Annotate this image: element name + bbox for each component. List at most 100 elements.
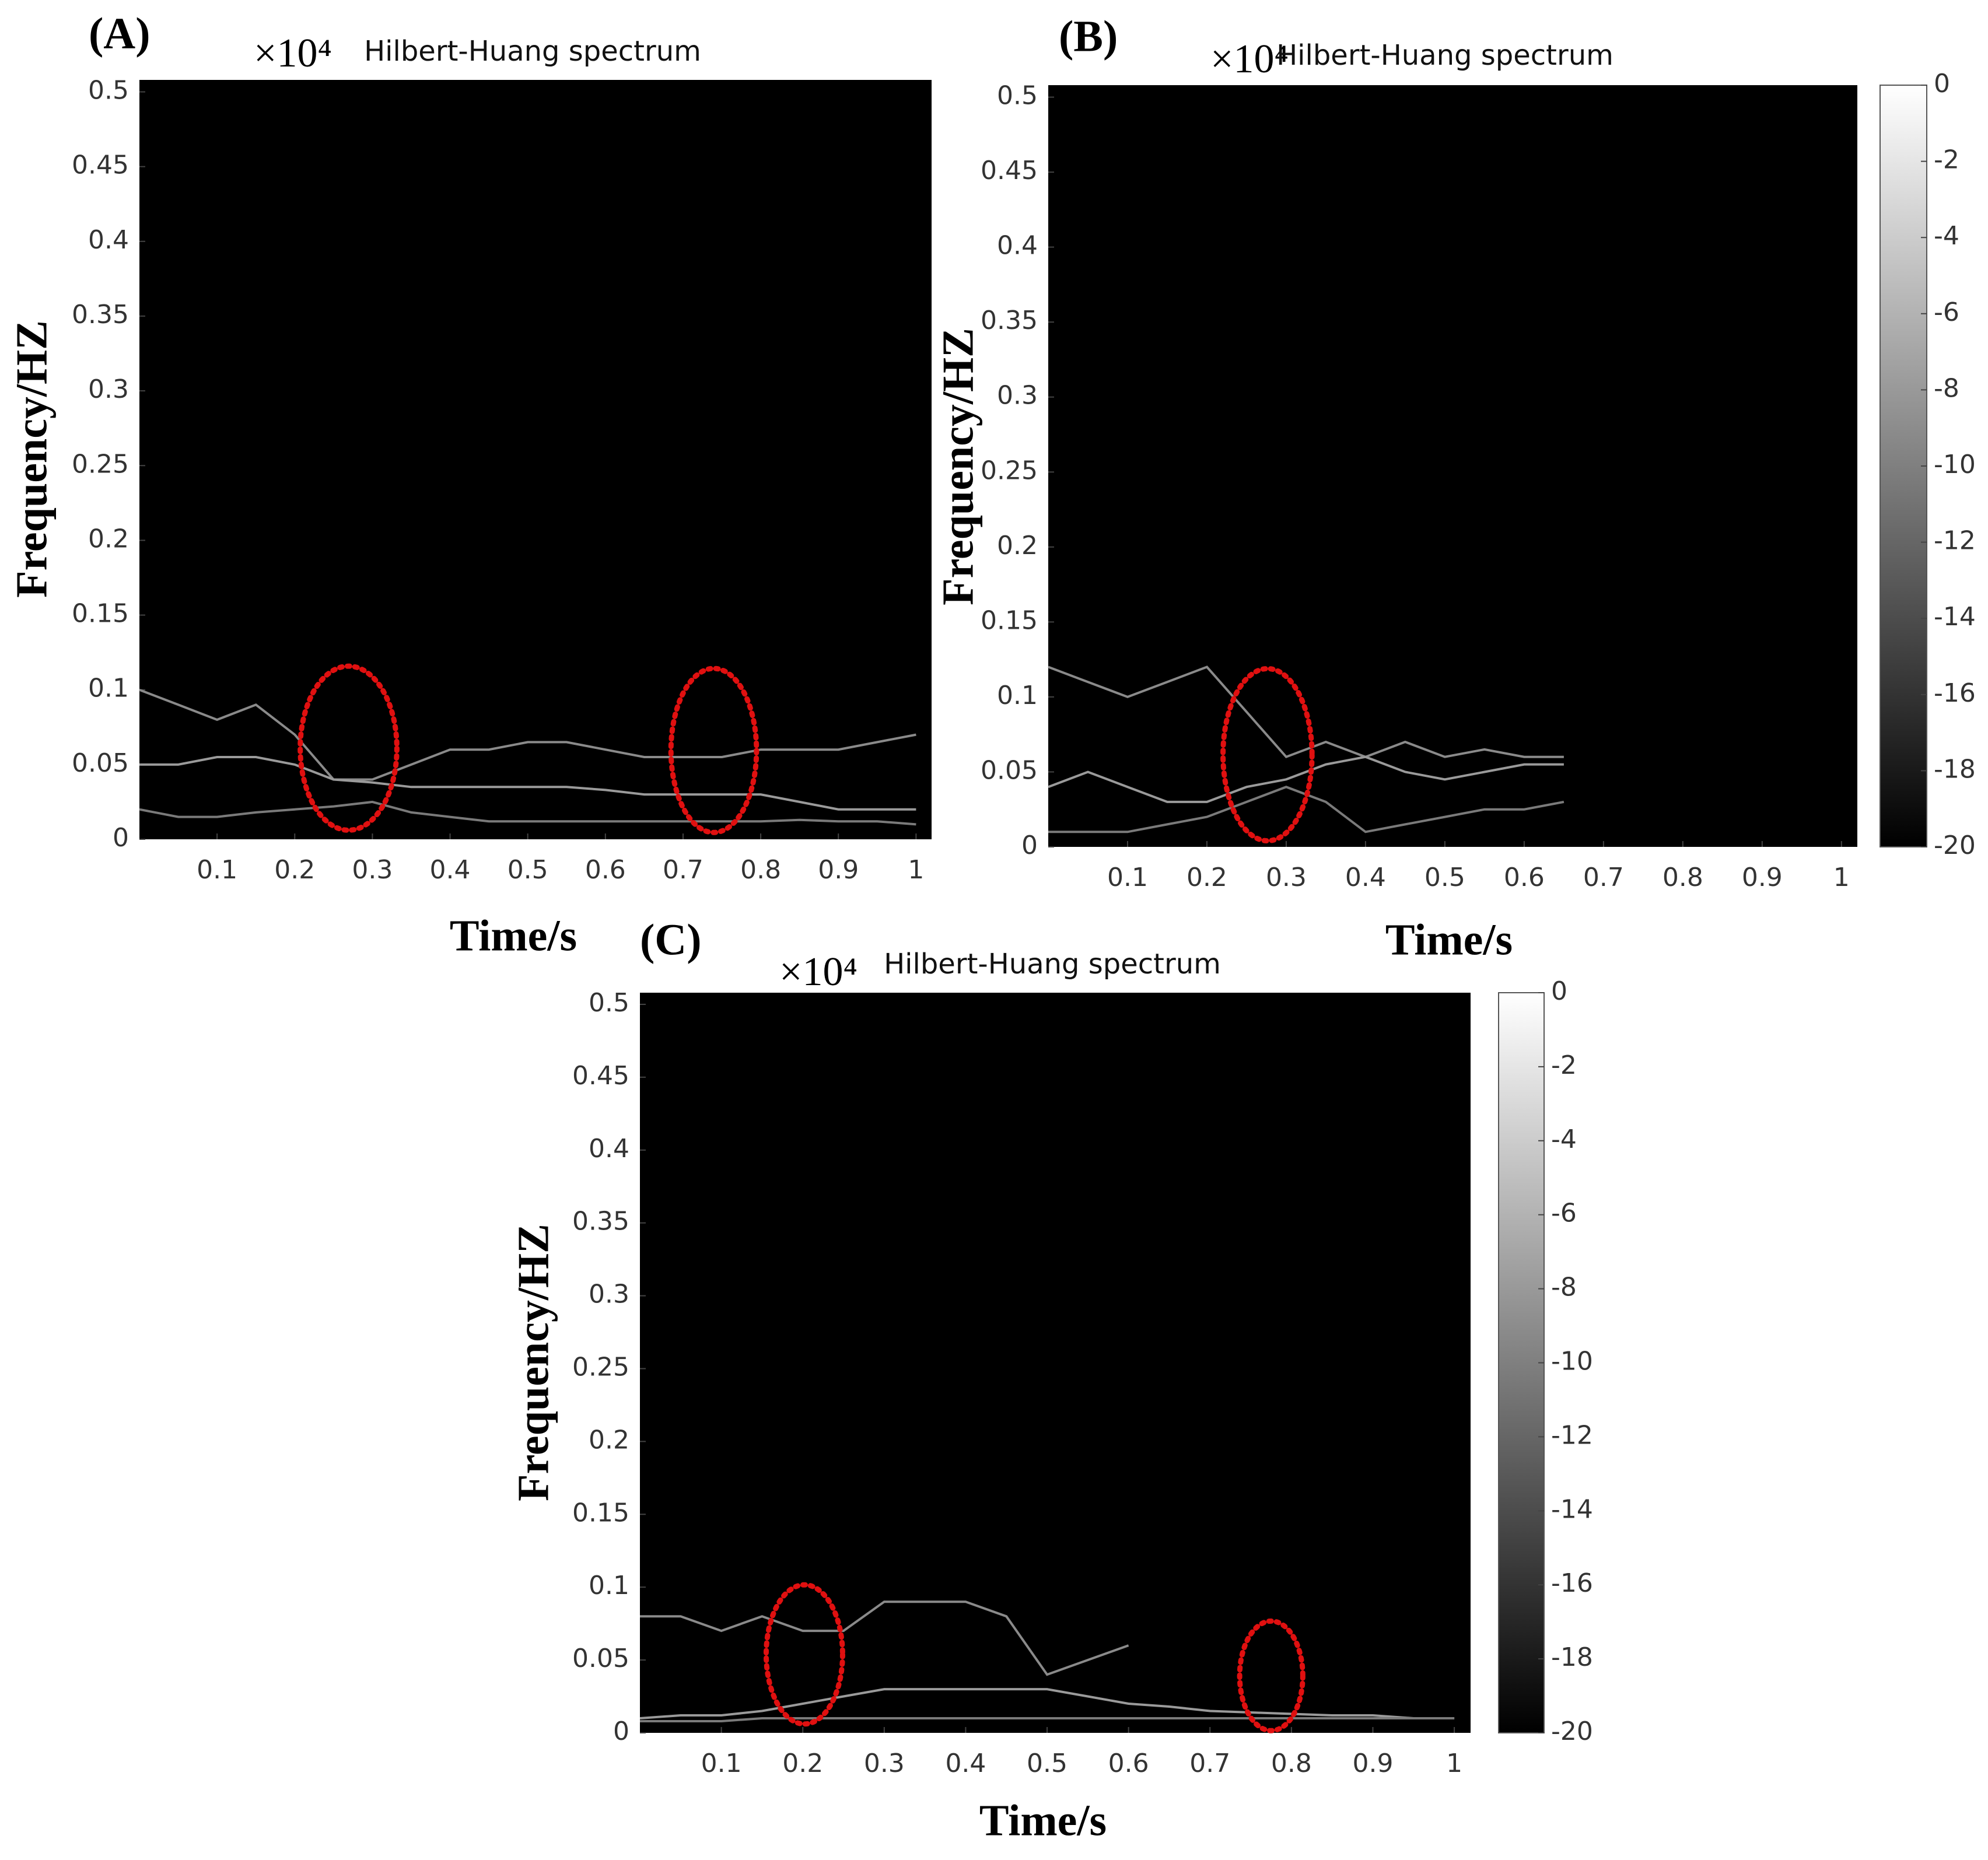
plot-area xyxy=(640,993,1471,1733)
y-tick-label: 0.45 xyxy=(72,150,129,180)
colorbar-tick-label: -10 xyxy=(1551,1347,1593,1376)
colorbar-tick-label: -14 xyxy=(1934,602,1976,632)
x-tick-label: 1 xyxy=(908,855,924,885)
colorbar-tick-label: -2 xyxy=(1551,1050,1577,1080)
x-tick-label: 0.5 xyxy=(508,855,548,885)
colorbar-tick-label: -16 xyxy=(1934,678,1976,708)
ridge-line xyxy=(139,688,916,781)
plot-area xyxy=(139,80,932,839)
highlight-ellipse xyxy=(668,665,760,835)
y-tick-label: 0.25 xyxy=(72,449,129,479)
chart-title: Hilbert-Huang spectrum xyxy=(364,35,701,68)
highlight-ellipse xyxy=(298,663,400,833)
x-tick-label: 0.9 xyxy=(1352,1749,1393,1778)
colorbar-tick-label: -12 xyxy=(1551,1420,1593,1450)
colorbar xyxy=(1498,992,1545,1733)
x-tick-label: 0.3 xyxy=(1266,863,1307,892)
y-tick-label: 0.05 xyxy=(572,1644,629,1673)
y-tick-label: 0.1 xyxy=(589,1571,629,1600)
x-tick-label: 0.3 xyxy=(352,855,393,885)
x-tick-label: 0.2 xyxy=(782,1749,823,1778)
y-tick-label: 0.25 xyxy=(981,456,1038,485)
ridge-line xyxy=(640,1600,1129,1676)
highlight-ellipse xyxy=(1237,1618,1306,1733)
x-tick-label: 0.1 xyxy=(197,855,237,885)
x-tick-label: 0.8 xyxy=(740,855,781,885)
ridge-line xyxy=(139,756,916,811)
colorbar-tick-label: 0 xyxy=(1551,976,1567,1006)
x-tick-label: 0.4 xyxy=(945,1749,986,1778)
y-tick-label: 0 xyxy=(113,823,129,853)
x-tick-label: 0.1 xyxy=(1107,863,1148,892)
x-tick-label: 0.7 xyxy=(663,855,704,885)
y-tick-label: 0.05 xyxy=(72,748,129,778)
colorbar-tick-label: -20 xyxy=(1934,831,1976,860)
x-tick-label: 1 xyxy=(1446,1749,1462,1778)
y-tick-label: 0 xyxy=(613,1717,629,1746)
y-axis-label: Frequency/HZ xyxy=(933,328,982,605)
colorbar-tick-label: -6 xyxy=(1551,1199,1577,1228)
x-tick-label: 0.1 xyxy=(701,1749,742,1778)
y-tick-label: 0.15 xyxy=(72,599,129,629)
colorbar-tick-label: -20 xyxy=(1551,1717,1593,1746)
y-tick-label: 0.2 xyxy=(997,531,1038,561)
ridge-line xyxy=(139,800,916,826)
x-tick-label: 1 xyxy=(1833,863,1850,892)
panel: (A) ×10⁴ Hilbert-Huang spectrum Frequency/H… xyxy=(7,9,932,960)
colorbar-tick-label: -4 xyxy=(1551,1125,1577,1154)
y-tick-label: 0.2 xyxy=(589,1425,629,1455)
y-tick-label: 0.4 xyxy=(589,1134,629,1164)
x-tick-label: 0.9 xyxy=(1742,863,1783,892)
colorbar-tick-label: -4 xyxy=(1934,221,1959,251)
colorbar-tick-label: -14 xyxy=(1551,1494,1593,1524)
x-tick-label: 0.2 xyxy=(274,855,315,885)
x-tick-label: 0.5 xyxy=(1027,1749,1068,1778)
colorbar-tick-label: 0 xyxy=(1934,69,1950,99)
panel-label: (C) xyxy=(640,915,702,964)
x-tick-label: 0.6 xyxy=(585,855,626,885)
x-tick-label: 0.3 xyxy=(864,1749,905,1778)
y-tick-label: 0.1 xyxy=(88,674,129,703)
y-tick-label: 0.1 xyxy=(997,681,1038,710)
ridge-line xyxy=(1048,665,1564,759)
x-tick-label: 0.8 xyxy=(1662,863,1703,892)
x-tick-label: 0.4 xyxy=(430,855,471,885)
panel-label: (A) xyxy=(89,9,150,58)
y-tick-label: 0.15 xyxy=(572,1498,629,1528)
highlight-ellipse xyxy=(1220,665,1315,844)
chart-title: Hilbert-Huang spectrum xyxy=(1276,39,1614,72)
colorbar-tick-label: -2 xyxy=(1934,145,1959,175)
axis-multiplier: ×10⁴ xyxy=(1210,37,1289,82)
y-tick-label: 0.3 xyxy=(997,381,1038,411)
panel-label: (B) xyxy=(1059,12,1118,61)
ridge-line xyxy=(1048,755,1564,803)
colorbar-tick-label: -8 xyxy=(1934,373,1959,403)
x-tick-label: 0.6 xyxy=(1108,1749,1149,1778)
x-tick-label: 0.8 xyxy=(1271,1749,1312,1778)
y-tick-label: 0.45 xyxy=(572,1061,629,1091)
panel: (C) ×10⁴ Hilbert-Huang spectrum Frequency/H… xyxy=(509,915,1592,1845)
y-axis-label: Frequency/HZ xyxy=(7,320,56,598)
y-tick-label: 0 xyxy=(1021,831,1038,860)
x-axis-label: Time/s xyxy=(979,1796,1107,1845)
y-tick-label: 0.4 xyxy=(997,231,1038,261)
y-tick-label: 0.4 xyxy=(88,225,129,255)
y-tick-label: 0.35 xyxy=(72,300,129,330)
highlight-ellipse xyxy=(763,1582,845,1727)
x-tick-label: 0.5 xyxy=(1424,863,1465,892)
x-axis-label: Time/s xyxy=(450,911,577,960)
x-tick-label: 0.9 xyxy=(818,855,859,885)
colorbar-tick-label: -6 xyxy=(1934,297,1959,327)
y-tick-label: 0.3 xyxy=(88,374,129,404)
y-tick-label: 0.35 xyxy=(981,306,1038,335)
chart-title: Hilbert-Huang spectrum xyxy=(884,948,1221,980)
y-tick-label: 0.3 xyxy=(589,1280,629,1309)
y-axis-label: Frequency/HZ xyxy=(509,1224,558,1501)
y-tick-label: 0.2 xyxy=(88,524,129,554)
y-tick-label: 0.5 xyxy=(997,81,1038,111)
x-tick-label: 0.4 xyxy=(1345,863,1386,892)
y-tick-label: 0.15 xyxy=(981,605,1038,635)
y-tick-label: 0.5 xyxy=(88,76,129,106)
colorbar xyxy=(1880,85,1927,847)
